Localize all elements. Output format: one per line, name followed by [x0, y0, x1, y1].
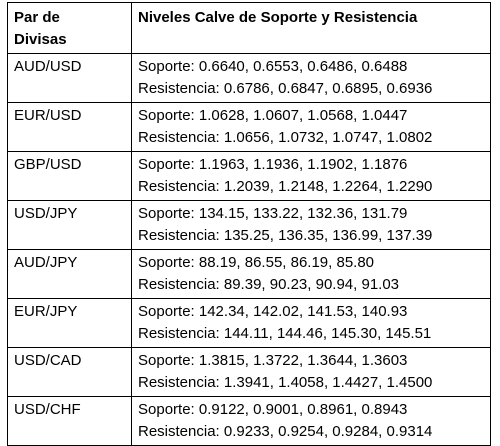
- levels-cell: Soporte: 134.15, 133.22, 132.36, 131.79 …: [131, 200, 491, 250]
- support-levels: Soporte: 0.9122, 0.9001, 0.8961, 0.8943: [138, 401, 408, 418]
- resistance-levels: Resistencia: 0.6786, 0.6847, 0.6895, 0.6…: [138, 80, 433, 97]
- levels-cell: Soporte: 1.1963, 1.1936, 1.1902, 1.1876 …: [131, 151, 491, 201]
- currency-pair-cell: USD/CAD: [7, 347, 132, 397]
- levels-cell: Soporte: 142.34, 142.02, 141.53, 140.93 …: [131, 298, 491, 348]
- currency-pair-cell: GBP/USD: [7, 151, 132, 201]
- levels-cell: Soporte: 88.19, 86.55, 86.19, 85.80 Resi…: [131, 249, 491, 299]
- currency-pair-cell: EUR/USD: [7, 102, 132, 152]
- support-levels: Soporte: 1.0628, 1.0607, 1.0568, 1.0447: [138, 107, 408, 124]
- support-levels: Soporte: 88.19, 86.55, 86.19, 85.80: [138, 254, 375, 271]
- header-currency-pair-line2: Divisas: [14, 31, 67, 48]
- table-row: USD/CHF Soporte: 0.9122, 0.9001, 0.8961,…: [7, 396, 491, 446]
- table-row: USD/CAD Soporte: 1.3815, 1.3722, 1.3644,…: [7, 347, 491, 397]
- table-row: AUD/USD Soporte: 0.6640, 0.6553, 0.6486,…: [7, 53, 491, 103]
- table-body: AUD/USD Soporte: 0.6640, 0.6553, 0.6486,…: [7, 53, 491, 446]
- table-header-row: Par de Divisas Niveles Calve de Soporte …: [7, 2, 491, 54]
- table-row: GBP/USD Soporte: 1.1963, 1.1936, 1.1902,…: [7, 151, 491, 201]
- levels-cell: Soporte: 0.6640, 0.6553, 0.6486, 0.6488 …: [131, 53, 491, 103]
- currency-pair-cell: USD/CHF: [7, 396, 132, 446]
- resistance-levels: Resistencia: 89.39, 90.23, 90.94, 91.03: [138, 276, 400, 293]
- table-row: AUD/JPY Soporte: 88.19, 86.55, 86.19, 85…: [7, 249, 491, 299]
- support-levels: Soporte: 1.1963, 1.1936, 1.1902, 1.1876: [138, 156, 408, 173]
- table-row: EUR/USD Soporte: 1.0628, 1.0607, 1.0568,…: [7, 102, 491, 152]
- support-levels: Soporte: 134.15, 133.22, 132.36, 131.79: [138, 205, 408, 222]
- table-row: EUR/JPY Soporte: 142.34, 142.02, 141.53,…: [7, 298, 491, 348]
- support-levels: Soporte: 1.3815, 1.3722, 1.3644, 1.3603: [138, 352, 408, 369]
- resistance-levels: Resistencia: 135.25, 136.35, 136.99, 137…: [138, 227, 433, 244]
- currency-pair-cell: EUR/JPY: [7, 298, 132, 348]
- key-levels-table: Par de Divisas Niveles Calve de Soporte …: [7, 2, 491, 446]
- levels-cell: Soporte: 1.0628, 1.0607, 1.0568, 1.0447 …: [131, 102, 491, 152]
- resistance-levels: Resistencia: 1.0656, 1.0732, 1.0747, 1.0…: [138, 129, 433, 146]
- support-levels: Soporte: 0.6640, 0.6553, 0.6486, 0.6488: [138, 58, 408, 75]
- currency-pair-cell: AUD/USD: [7, 53, 132, 103]
- resistance-levels: Resistencia: 1.2039, 1.2148, 1.2264, 1.2…: [138, 178, 433, 195]
- header-key-levels: Niveles Calve de Soporte y Resistencia: [131, 2, 491, 54]
- resistance-levels: Resistencia: 144.11, 144.46, 145.30, 145…: [138, 325, 432, 342]
- levels-cell: Soporte: 1.3815, 1.3722, 1.3644, 1.3603 …: [131, 347, 491, 397]
- header-currency-pair: Par de Divisas: [7, 2, 132, 54]
- levels-cell: Soporte: 0.9122, 0.9001, 0.8961, 0.8943 …: [131, 396, 491, 446]
- support-levels: Soporte: 142.34, 142.02, 141.53, 140.93: [138, 303, 408, 320]
- header-currency-pair-line1: Par de: [14, 9, 60, 26]
- resistance-levels: Resistencia: 0.9233, 0.9254, 0.9284, 0.9…: [138, 423, 433, 440]
- currency-pair-cell: AUD/JPY: [7, 249, 132, 299]
- resistance-levels: Resistencia: 1.3941, 1.4058, 1.4427, 1.4…: [138, 374, 433, 391]
- currency-pair-cell: USD/JPY: [7, 200, 132, 250]
- table-row: USD/JPY Soporte: 134.15, 133.22, 132.36,…: [7, 200, 491, 250]
